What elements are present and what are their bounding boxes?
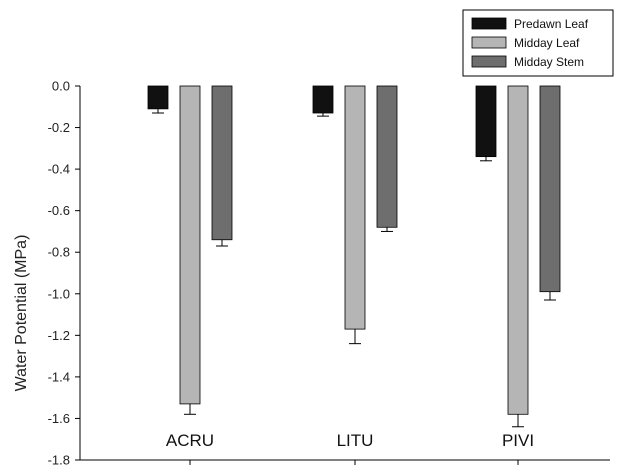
legend-swatch [471,36,507,49]
legend-label: Predawn Leaf [514,17,589,31]
y-tick-label: -1.8 [48,453,70,468]
y-tick-label: -0.4 [48,162,70,177]
y-tick-label: -1.2 [48,328,70,343]
y-tick-label: -0.8 [48,245,70,260]
bar-series-group [147,85,561,428]
legend-swatch [471,17,507,30]
y-axis: 0.0 -0.2 -0.4 -0.6 -0.8 -1.0 -1.2 -1.4 -1.6 -1.8 [48,79,80,468]
y-tick-label: -1.4 [48,369,70,384]
y-tick-label: 0.0 [52,79,70,94]
category-label: LITU [337,431,374,450]
bar-midday-leaf-litu [344,85,366,330]
category-label: ACRU [166,431,214,450]
legend: Predawn Leaf Midday Leaf Midday Stem [462,9,614,77]
bar-predawn-leaf-litu [312,85,334,114]
category-label: PIVI [502,431,534,450]
bar-midday-stem-litu [376,85,398,228]
bar-midday-leaf-pivi [507,85,529,415]
legend-label: Midday Stem [514,55,584,69]
plot-area [79,86,610,461]
legend-label: Midday Leaf [514,36,580,50]
bar-predawn-leaf-pivi [475,85,497,158]
bar-predawn-leaf-acru [147,85,169,110]
y-axis-title: Water Potential (MPa) [13,235,30,392]
y-tick-label: -1.6 [48,411,70,426]
y-tick-label: -0.6 [48,203,70,218]
category-labels: ACRU LITU PIVI [166,431,534,465]
bar-midday-stem-acru [211,85,233,241]
bar-midday-stem-pivi [539,85,561,293]
y-tick-label: -0.2 [48,120,70,135]
bar-midday-leaf-acru [179,85,201,405]
legend-swatch [471,55,507,68]
y-tick-label: -1.0 [48,286,70,301]
